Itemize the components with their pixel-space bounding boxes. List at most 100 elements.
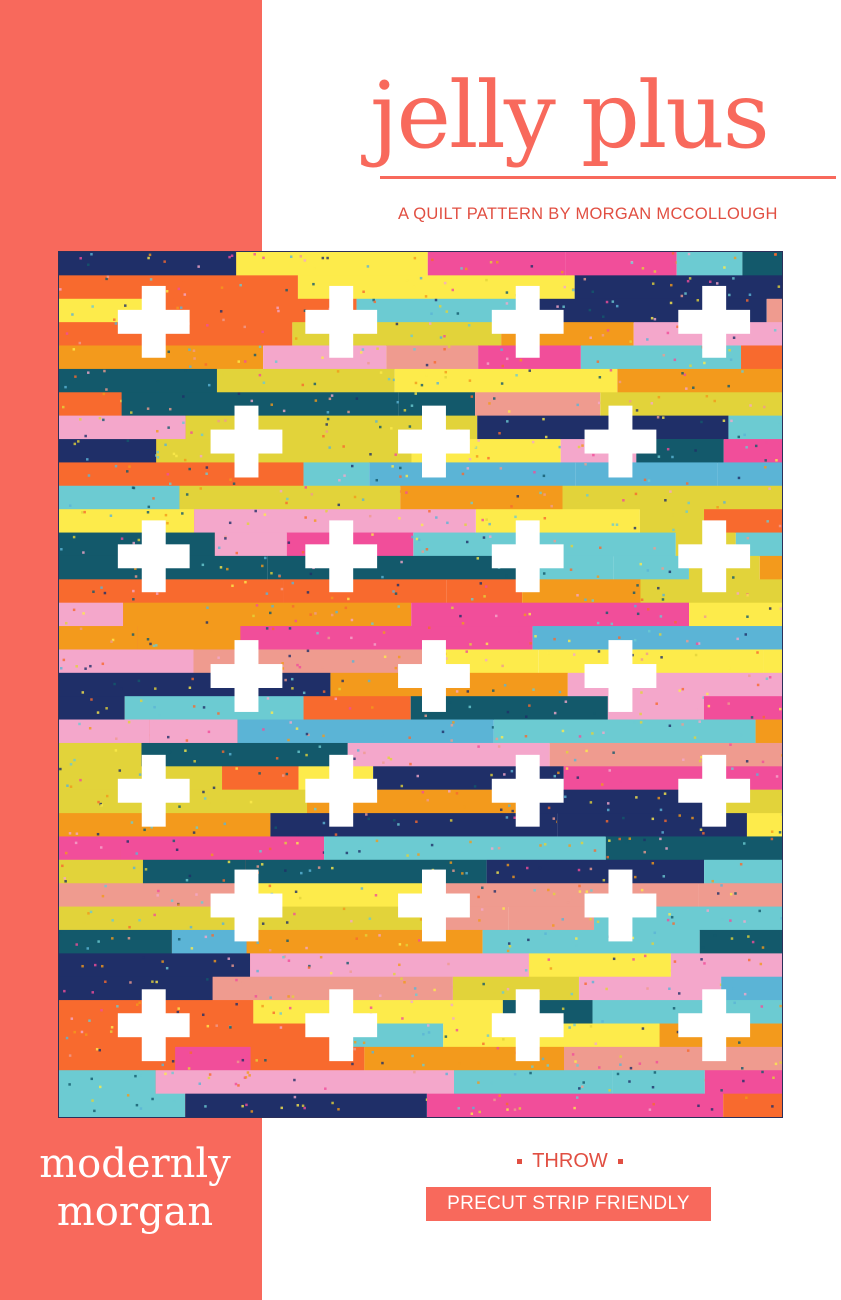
fabric-speck <box>643 478 647 482</box>
plus-cross-horizontal <box>491 1013 564 1038</box>
fabric-speck <box>105 794 109 798</box>
fabric-speck <box>619 780 622 784</box>
fabric-speck <box>482 1042 485 1046</box>
fabric-speck <box>485 642 489 646</box>
quilt-strip <box>240 626 533 650</box>
fabric-speck <box>383 655 387 659</box>
fabric-speck <box>367 817 371 821</box>
fabric-speck <box>308 964 311 968</box>
fabric-speck <box>68 1083 71 1086</box>
fabric-speck <box>659 808 663 812</box>
fabric-speck <box>591 290 595 294</box>
fabric-speck <box>601 334 605 337</box>
fabric-speck <box>205 621 209 624</box>
fabric-speck <box>334 833 338 836</box>
fabric-speck <box>279 1026 283 1029</box>
fabric-speck <box>305 732 309 736</box>
fabric-speck <box>394 453 397 456</box>
fabric-speck <box>120 537 124 540</box>
fabric-speck <box>672 528 675 532</box>
fabric-speck <box>464 523 467 526</box>
fabric-speck <box>500 382 504 385</box>
fabric-speck <box>279 489 283 493</box>
fabric-speck <box>381 575 384 579</box>
fabric-speck <box>634 492 638 496</box>
fabric-speck <box>683 373 687 377</box>
fabric-speck <box>396 583 400 587</box>
fabric-speck <box>208 1073 212 1076</box>
fabric-speck <box>286 497 289 501</box>
fabric-speck <box>312 282 315 286</box>
fabric-speck <box>758 909 761 913</box>
fabric-speck <box>673 358 677 362</box>
fabric-speck <box>645 652 649 656</box>
fabric-speck <box>477 1081 480 1084</box>
fabric-speck <box>254 995 258 998</box>
fabric-speck <box>336 370 340 373</box>
fabric-speck <box>246 1071 250 1074</box>
fabric-speck <box>77 440 80 443</box>
fabric-speck <box>175 454 178 458</box>
fabric-speck <box>374 894 378 897</box>
quilt-strip <box>155 1070 455 1095</box>
fabric-speck <box>650 402 654 405</box>
fabric-speck <box>325 430 329 433</box>
fabric-speck <box>376 347 379 350</box>
fabric-speck <box>556 305 559 308</box>
fabric-speck <box>430 843 434 847</box>
fabric-speck <box>319 955 323 959</box>
fabric-speck <box>149 278 153 281</box>
fabric-speck <box>421 550 424 553</box>
fabric-speck <box>128 925 131 929</box>
fabric-speck <box>778 789 781 793</box>
fabric-speck <box>209 630 213 633</box>
fabric-speck <box>231 964 234 967</box>
quilt-strip <box>124 696 304 721</box>
fabric-speck <box>778 770 781 773</box>
fabric-speck <box>448 701 452 704</box>
fabric-speck <box>266 697 270 700</box>
fabric-speck <box>573 758 577 762</box>
fabric-speck <box>114 749 118 752</box>
fabric-speck <box>398 963 401 967</box>
fabric-speck <box>687 501 690 505</box>
fabric-speck <box>732 277 735 280</box>
fabric-speck <box>206 1024 210 1028</box>
fabric-speck <box>75 943 78 946</box>
fabric-speck <box>204 1105 207 1108</box>
fabric-speck <box>577 445 581 449</box>
fabric-speck <box>286 1108 289 1111</box>
fabric-speck <box>543 516 547 520</box>
fabric-speck <box>132 866 136 870</box>
fabric-speck <box>87 263 90 266</box>
fabric-speck <box>177 903 180 906</box>
fabric-speck <box>259 850 262 853</box>
quilt-strip <box>613 555 689 580</box>
fabric-speck <box>664 499 667 502</box>
fabric-speck <box>760 1005 764 1008</box>
fabric-speck <box>329 971 333 975</box>
quilt-strip <box>185 1093 427 1117</box>
fabric-speck <box>678 814 681 817</box>
fabric-speck <box>59 288 62 291</box>
fabric-speck <box>230 254 234 257</box>
fabric-speck <box>139 1074 142 1077</box>
fabric-speck <box>313 382 317 386</box>
fabric-speck <box>295 727 299 730</box>
fabric-speck <box>228 255 231 259</box>
fabric-speck <box>506 949 510 953</box>
fabric-speck <box>565 750 569 754</box>
fabric-speck <box>177 1007 180 1010</box>
fabric-speck <box>394 666 398 670</box>
fabric-speck <box>224 799 228 803</box>
fabric-speck <box>706 692 709 696</box>
fabric-speck <box>325 510 328 513</box>
plus-cross-horizontal <box>210 429 283 454</box>
fabric-speck <box>456 312 460 315</box>
fabric-speck <box>619 1063 622 1066</box>
fabric-speck <box>98 1085 102 1089</box>
fabric-speck <box>778 524 782 528</box>
fabric-speck <box>161 960 164 963</box>
quilt-strip <box>605 836 782 861</box>
quilt-strip <box>59 626 138 650</box>
